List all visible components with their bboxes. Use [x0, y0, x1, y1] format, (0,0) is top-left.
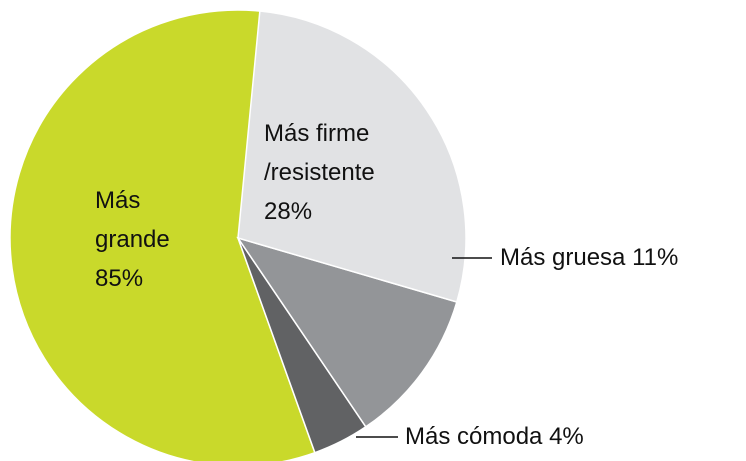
slice-label: Más gruesa 11% — [500, 238, 678, 277]
category-label: Más gruesa — [500, 244, 626, 271]
slice-label: Más grande 85% — [95, 181, 185, 298]
value-label: 28% — [264, 198, 313, 225]
value-label: 11% — [632, 244, 679, 271]
slice-label: Más firme /resistente 28% — [264, 114, 444, 231]
value-label: 85% — [95, 265, 144, 292]
slice-label: Más cómoda 4% — [405, 417, 584, 456]
pie-slice — [236, 236, 458, 428]
category-label: Más firme /resistente — [264, 120, 375, 186]
category-label: Más grande — [95, 187, 170, 253]
category-label: Más cómoda — [405, 423, 543, 450]
value-label: 4% — [549, 423, 584, 450]
pie-slice — [237, 10, 467, 303]
